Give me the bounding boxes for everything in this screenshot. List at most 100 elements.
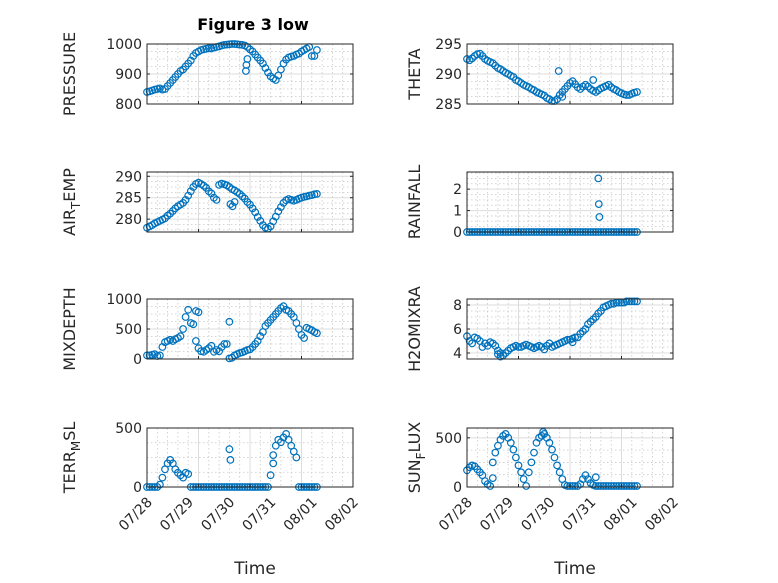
data-point (604, 80, 613, 89)
data-point (313, 46, 321, 54)
data-point (266, 471, 275, 480)
data-point (589, 315, 598, 324)
data-point (627, 297, 636, 306)
data-point (633, 297, 641, 306)
data-point (548, 445, 556, 454)
y-tick-label: 500 (435, 431, 462, 447)
y-tick-label: 1 (453, 204, 462, 220)
data-point (589, 76, 598, 84)
data-point (279, 59, 288, 68)
data-point (581, 471, 590, 480)
data-point (226, 200, 235, 209)
data-point (504, 346, 513, 355)
data-point (300, 334, 309, 342)
data-point (584, 82, 592, 91)
data-point (607, 482, 616, 490)
data-point (215, 347, 224, 356)
data-point (571, 482, 579, 490)
data-point (220, 340, 229, 348)
y-tick-label: 290 (435, 67, 462, 83)
data-point (620, 482, 628, 490)
data-point (625, 297, 634, 306)
data-point (579, 327, 587, 336)
data-point (486, 482, 495, 490)
data-point (279, 198, 288, 207)
data-point (579, 475, 587, 484)
data-point (222, 40, 231, 49)
x-axis-label: Time (233, 559, 276, 579)
data-point (204, 44, 213, 53)
data-point (488, 458, 497, 467)
data-point (627, 482, 636, 490)
data-point (514, 461, 523, 470)
data-point (494, 346, 502, 355)
data-point (212, 195, 221, 204)
y-tick-label: 285 (435, 97, 462, 113)
data-point (509, 445, 518, 454)
data-point (594, 309, 603, 318)
data-point (553, 461, 561, 470)
y-axis-label: MIXDEPTH (60, 287, 79, 370)
data-point (604, 482, 613, 490)
data-point (256, 216, 265, 225)
y-tick-label: 500 (115, 322, 142, 338)
y-tick-label: 900 (115, 67, 142, 83)
data-point (622, 91, 631, 99)
y-tick-label: 500 (115, 421, 142, 437)
data-point (228, 202, 237, 211)
figure-title: Figure 3 low (197, 15, 309, 34)
subplot-2: 285 290 295 THETA (405, 37, 674, 113)
data-point (496, 435, 505, 444)
data-point (253, 213, 262, 221)
data-point (256, 332, 265, 341)
data-point (313, 329, 321, 338)
data-point (522, 482, 531, 490)
data-point (496, 349, 505, 357)
y-axis-label: RAINFALL (405, 165, 424, 240)
data-point (269, 451, 278, 460)
y-tick-label: 2 (453, 182, 462, 198)
y-axis-label: THETA (405, 48, 424, 100)
y-axis-label: SUNFLUX (405, 422, 428, 494)
y-axis-label: H2OMIXRA (405, 286, 424, 372)
data-point (584, 320, 592, 329)
data-point (271, 76, 280, 84)
data-point (563, 482, 572, 490)
data-point (622, 297, 631, 306)
data-point (609, 482, 618, 490)
data-point (517, 468, 525, 477)
data-point (204, 344, 213, 353)
data-point (473, 334, 482, 343)
y-tick-label: 280 (115, 212, 142, 228)
data-point (612, 482, 621, 490)
data-point (594, 200, 603, 209)
data-point (468, 54, 477, 63)
data-point (597, 482, 605, 490)
data-point (259, 59, 267, 68)
data-point (633, 482, 641, 490)
data-point (158, 473, 167, 482)
data-point (595, 213, 604, 221)
y-tick-label: 1000 (106, 37, 142, 53)
data-point (488, 59, 497, 68)
data-point (230, 198, 239, 206)
data-point (186, 187, 195, 196)
data-point (481, 339, 489, 348)
data-point (630, 297, 639, 306)
data-point (514, 343, 523, 351)
y-tick-label: 295 (435, 37, 462, 53)
data-point (540, 91, 549, 100)
y-tick-label: 0 (133, 352, 142, 368)
data-point (313, 189, 321, 198)
data-point (238, 192, 247, 201)
x-axis-label: Time (553, 559, 596, 579)
data-point (576, 329, 585, 338)
y-tick-label: 6 (453, 322, 462, 338)
data-point (558, 92, 567, 101)
data-point (594, 174, 603, 183)
data-point (501, 430, 510, 438)
data-point (530, 448, 538, 457)
data-point (599, 482, 608, 490)
data-point (225, 445, 234, 454)
